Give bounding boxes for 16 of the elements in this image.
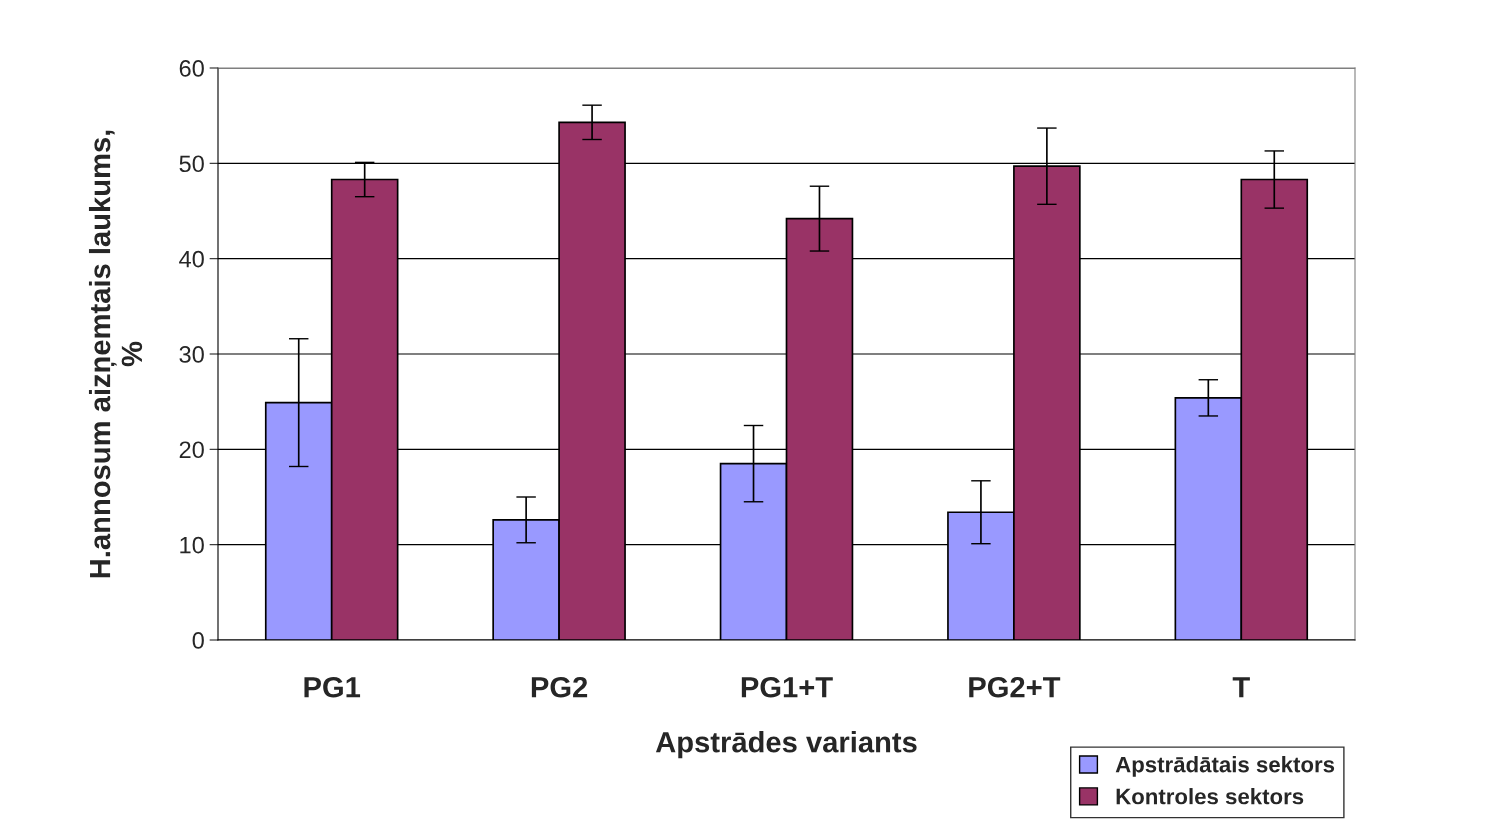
x-tick-label: PG2+T — [969, 676, 1061, 698]
y-tick-label: 10 — [180, 536, 204, 554]
x-tick-label: PG1 — [304, 676, 361, 698]
y-tick-label: 40 — [179, 250, 204, 268]
legend-label: Kontroles sektors — [1116, 788, 1304, 805]
y-tick-label: 20 — [179, 441, 204, 459]
x-axis-title: Apstrādes variants — [655, 731, 917, 759]
y-tick-label: 60 — [179, 60, 204, 77]
legend-label: Apstrādātais sektors — [1115, 756, 1335, 777]
y-tick-label: 0 — [192, 632, 204, 649]
y-axis-title: H.annosum aizņemtais laukums, % — [88, 130, 143, 578]
y-tick-label: 50 — [179, 155, 204, 173]
x-tick-label: PG2 — [531, 676, 588, 698]
y-tick-label: 30 — [179, 346, 204, 363]
x-tick-label: PG1+T — [741, 676, 833, 698]
x-tick-label: T — [1232, 677, 1250, 698]
